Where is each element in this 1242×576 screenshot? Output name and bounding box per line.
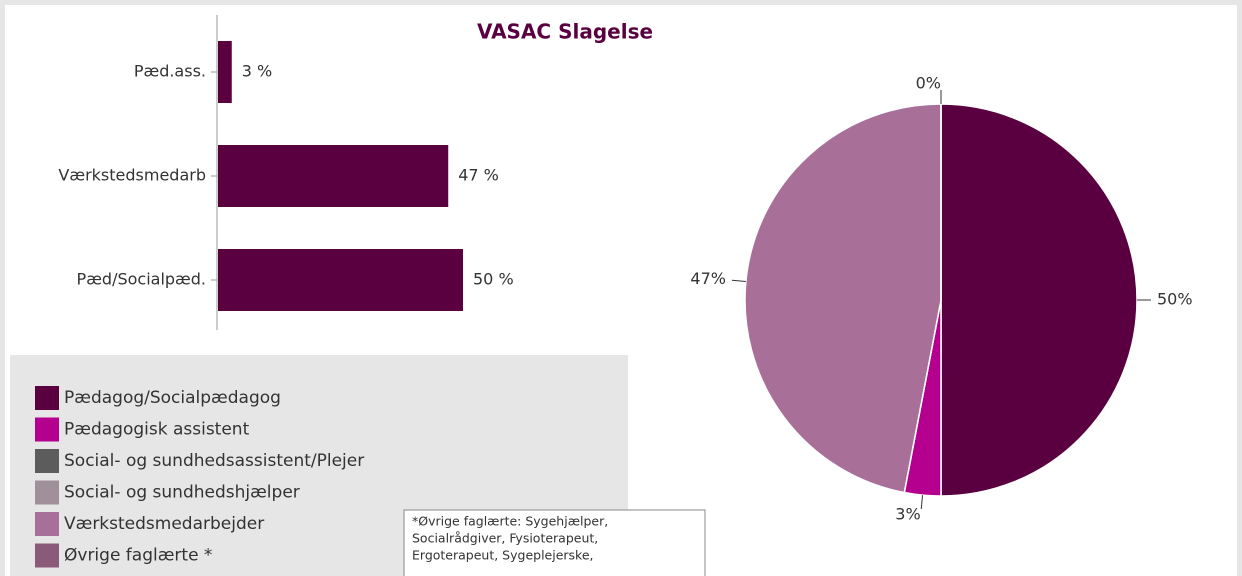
bar: [218, 145, 449, 207]
footnote: Ergoterapeut, Sygeplejerske,: [412, 548, 594, 563]
legend-label: Social- og sundhedsassistent/Plejer: [64, 451, 364, 471]
legend-label: Øvrige faglærte *: [64, 546, 212, 566]
y-tick-label: Pæd/Socialpæd.: [77, 270, 206, 289]
legend-swatch: [35, 480, 59, 505]
legend-label: Pædagogisk assistent: [64, 420, 250, 440]
value-label: 50%: [1157, 290, 1193, 309]
value-label: 3%: [895, 505, 920, 524]
legend-swatch: [35, 543, 59, 568]
value-label: 0%: [916, 74, 941, 93]
chart-title: VASAC Slagelse: [477, 20, 653, 44]
legend-swatch: [35, 386, 59, 410]
footnote: Socialrådgiver, Fysioterapeut,: [412, 531, 598, 546]
bar: [218, 41, 232, 103]
value-label: 3 %: [242, 62, 272, 81]
value-label: 50 %: [473, 270, 514, 289]
legend-swatch: [35, 512, 59, 536]
legend-label: Pædagog/Socialpædagog: [64, 388, 281, 408]
label-tick: [920, 495, 924, 510]
legend-label: Social- og sundhedshjælper: [64, 483, 300, 503]
footnote: *Øvrige faglærte: Sygehjælper,: [412, 514, 608, 529]
y-tick-label: Værkstedsmedarb: [58, 166, 206, 185]
y-tick-label: Pæd.ass.: [134, 62, 206, 81]
value-label: 47%: [690, 269, 726, 288]
legend-label: Værkstedsmedarbejder: [64, 514, 264, 534]
label-tick: [731, 279, 746, 283]
legend-swatch: [35, 417, 59, 442]
pie-slice: [744, 103, 942, 494]
bar: [218, 249, 463, 311]
pie-slice: [940, 103, 1138, 497]
legend-swatch: [35, 449, 59, 473]
footnote-box: [403, 509, 706, 576]
value-label: 47 %: [458, 166, 499, 185]
